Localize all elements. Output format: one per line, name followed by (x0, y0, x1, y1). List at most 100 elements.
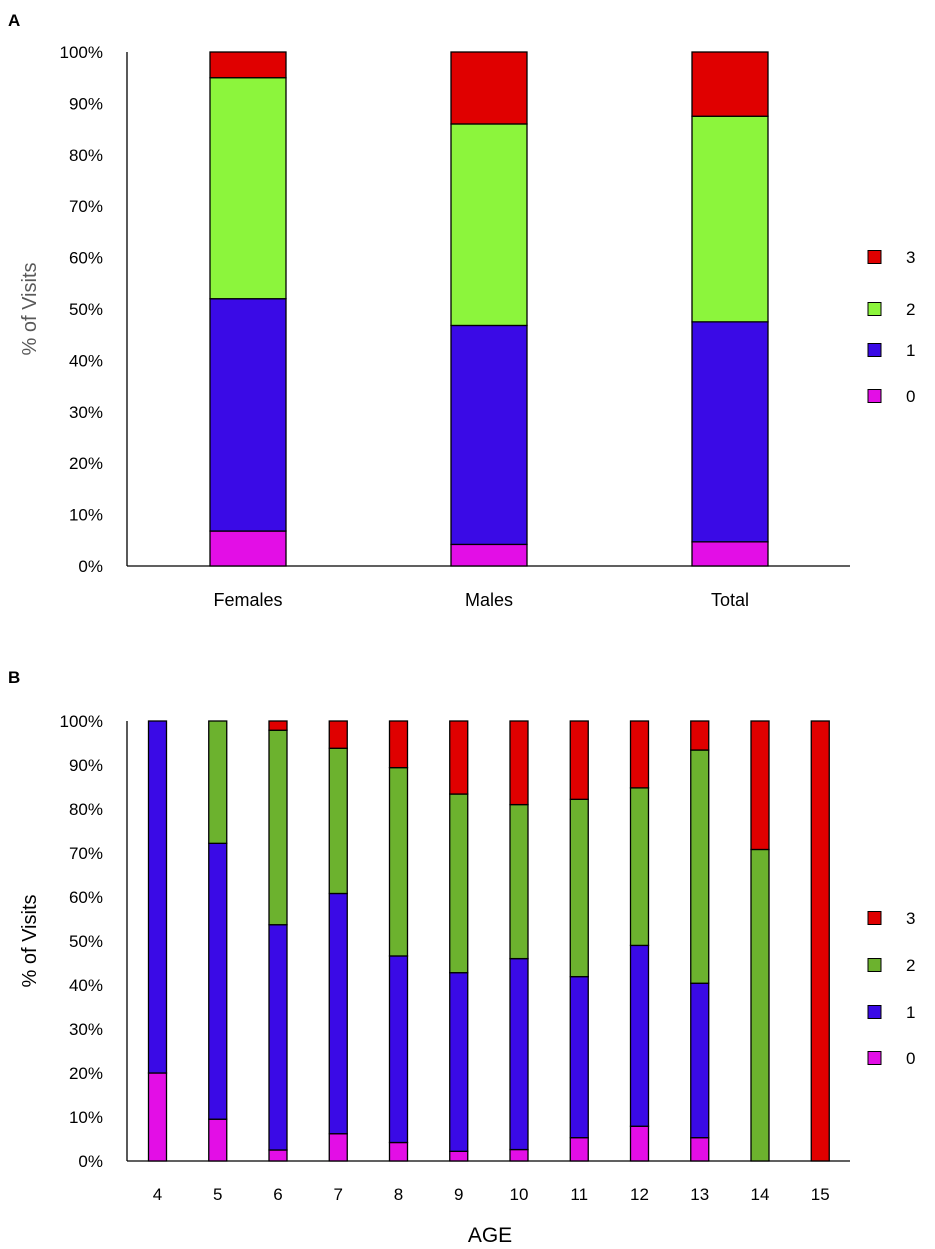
panel-a-bar-segment-males-score-3[interactable] (450, 51, 528, 125)
panel-b-bar-segment-9-score-3[interactable] (449, 720, 469, 795)
panel-b-bar-segment-6-score-2[interactable] (268, 729, 288, 926)
panel-a-y-tick-label: 50% (69, 300, 103, 319)
panel-a-bar-segment-males-score-0[interactable] (450, 543, 528, 567)
panel-b-bar-segment-5-score-2[interactable] (208, 720, 228, 844)
panel-b-bar-segment-14-score-2[interactable] (750, 848, 770, 1162)
panel-a-label: A (8, 11, 20, 30)
panel-a-legend-swatch-0[interactable] (867, 389, 882, 403)
panel-b-bar-segment-14-score-3[interactable] (750, 720, 770, 851)
panel-b-bar-segment-5-score-1[interactable] (208, 842, 228, 1120)
panel-b-bar-segment-13-score-3[interactable] (690, 720, 710, 751)
panel-a-legend-label-0[interactable]: 0 (906, 387, 915, 406)
panel-b-y-tick-label: 70% (69, 844, 103, 863)
panel-b-legend-swatch-0[interactable] (867, 1051, 882, 1065)
panel-b-bar-segment-9-score-1[interactable] (449, 972, 469, 1152)
panel-b-bar-segment-10-score-3[interactable] (509, 720, 529, 806)
panel-b-legend-label-1[interactable]: 1 (906, 1003, 915, 1022)
panel-b-legend-label-0[interactable]: 0 (906, 1049, 915, 1068)
panel-a-category-label: Females (213, 590, 282, 610)
panel-b-bar-segment-7-score-2[interactable] (328, 747, 348, 895)
panel-b-label: B (8, 668, 20, 687)
panel-b-bar-segment-11-score-1[interactable] (569, 975, 589, 1139)
panel-b-bar-segment-11-score-2[interactable] (569, 798, 589, 978)
panel-a-bar-segment-males-score-1[interactable] (450, 324, 528, 546)
panel-a-legend-label-1[interactable]: 1 (906, 341, 915, 360)
panel-a-y-tick-label: 80% (69, 146, 103, 165)
panel-b-bar-segment-8-score-3[interactable] (388, 720, 409, 769)
panel-b-y-tick-label: 60% (69, 888, 103, 907)
panel-b-legend-label-2[interactable]: 2 (906, 956, 915, 975)
panel-a-bar-segment-females-score-1[interactable] (209, 298, 287, 532)
panel-b-bar-segment-8-score-2[interactable] (388, 766, 409, 957)
panel-b-bar-segment-9-score-0[interactable] (449, 1150, 469, 1162)
panel-a-bar-segment-total-score-3[interactable] (691, 51, 769, 117)
panel-a-chart: A 0% 10% 20% 30% 40% 50% 60% 70% 80% 90% 100% Femal… (8, 11, 915, 610)
panel-b-category-label: 14 (751, 1185, 770, 1204)
panel-a-y-tick-label: 100% (60, 43, 103, 62)
panel-a-y-tick-label: 30% (69, 403, 103, 422)
panel-b-bar-segment-5-score-0[interactable] (208, 1118, 228, 1162)
panel-a-bar-segment-females-score-0[interactable] (209, 530, 287, 567)
panel-a-bar-segment-males-score-2[interactable] (450, 123, 528, 327)
panel-a-bar-segment-females-score-2[interactable] (209, 77, 287, 300)
panel-a-y-tick-label: 40% (69, 351, 103, 370)
panel-a-y-tick-label: 70% (69, 197, 103, 216)
panel-a-y-tick-label: 90% (69, 94, 103, 113)
panel-a-y-tick-label: 60% (69, 249, 103, 268)
panel-b-bar-segment-13-score-1[interactable] (690, 982, 710, 1139)
panel-a-category-label: Total (711, 590, 749, 610)
panel-a-legend-label-2[interactable]: 2 (906, 300, 915, 319)
panel-b-y-tick-label: 30% (69, 1020, 103, 1039)
panel-a-legend-label-3[interactable]: 3 (906, 248, 915, 267)
panel-b-bar-segment-12-score-2[interactable] (629, 787, 650, 947)
panel-b-bar-segment-7-score-3[interactable] (328, 720, 348, 749)
panel-b-bar-segment-6-score-3[interactable] (268, 720, 288, 731)
panel-b-bar-segment-12-score-0[interactable] (629, 1125, 650, 1162)
panel-b-bar-segment-6-score-1[interactable] (268, 924, 288, 1151)
panel-b-legend-label-3[interactable]: 3 (906, 909, 915, 928)
panel-b-y-tick-label: 90% (69, 756, 103, 775)
panel-b-category-label: 9 (454, 1185, 463, 1204)
panel-b-bar-segment-12-score-1[interactable] (629, 944, 650, 1127)
panel-b-bar-segment-10-score-2[interactable] (509, 803, 529, 960)
panel-b-y-tick-label: 50% (69, 932, 103, 951)
panel-b-bar-segment-10-score-0[interactable] (509, 1148, 529, 1162)
panel-b-bar-segment-11-score-0[interactable] (569, 1137, 589, 1162)
panel-b-category-label: 8 (394, 1185, 403, 1204)
panel-b-bar-segment-10-score-1[interactable] (509, 957, 529, 1151)
panel-b-bar-segment-15-score-3[interactable] (810, 720, 830, 1162)
panel-b-bar-segment-6-score-0[interactable] (268, 1149, 288, 1162)
panel-a-legend-swatch-3[interactable] (867, 250, 882, 264)
panel-b-x-axis-title: AGE (468, 1224, 512, 1247)
panel-b-bar-segment-12-score-3[interactable] (629, 720, 650, 789)
panel-b-bar-segment-8-score-0[interactable] (388, 1141, 409, 1162)
panel-b-bar-segment-7-score-1[interactable] (328, 892, 348, 1135)
panel-b-category-label: 15 (811, 1185, 830, 1204)
panel-b-bar-segment-13-score-2[interactable] (690, 749, 710, 984)
panel-b-y-tick-label: 20% (69, 1064, 103, 1083)
panel-b-category-label: 6 (273, 1185, 282, 1204)
panel-b-bar-segment-8-score-1[interactable] (388, 955, 409, 1144)
panel-b-bar-segment-13-score-0[interactable] (690, 1137, 710, 1162)
panel-a-bar-segment-total-score-2[interactable] (691, 115, 769, 323)
panel-a-bar-segment-females-score-3[interactable] (209, 51, 287, 79)
panel-a-legend-swatch-1[interactable] (867, 343, 882, 357)
panel-b-y-tick-label: 40% (69, 976, 103, 995)
panel-b-legend-swatch-2[interactable] (867, 958, 882, 972)
panel-b-bar-segment-7-score-0[interactable] (328, 1133, 348, 1162)
panel-b-category-label: 12 (630, 1185, 649, 1204)
panel-a-bar-segment-total-score-0[interactable] (691, 541, 769, 567)
panel-b-bar-segment-9-score-2[interactable] (449, 793, 469, 974)
panel-b-bar-segment-4-score-1[interactable] (147, 720, 168, 1074)
panel-a-y-tick-label: 0% (78, 557, 103, 576)
panel-b-y-tick-label: 0% (78, 1152, 103, 1171)
panel-a-y-axis-title: % of Visits (19, 263, 41, 356)
panel-b-legend-swatch-3[interactable] (867, 911, 882, 925)
panel-b-bar-segment-4-score-0[interactable] (147, 1072, 168, 1162)
panel-b-legend-swatch-1[interactable] (867, 1005, 882, 1019)
panel-b-category-label: 4 (153, 1185, 162, 1204)
panel-a-bar-segment-total-score-1[interactable] (691, 321, 769, 543)
panel-b-bar-segment-11-score-3[interactable] (569, 720, 589, 800)
panel-a-legend-swatch-2[interactable] (867, 302, 882, 316)
